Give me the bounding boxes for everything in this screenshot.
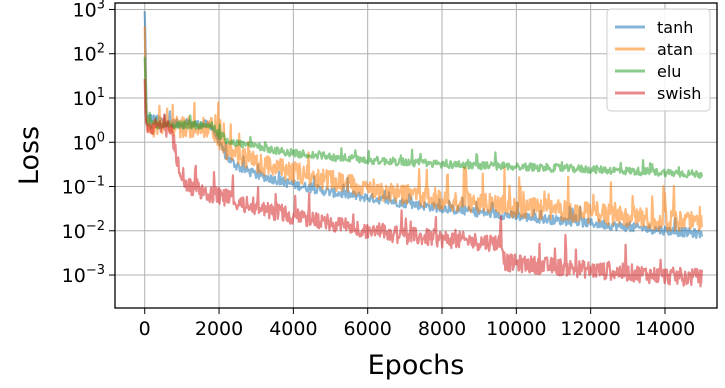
x-tick-label: 10000: [486, 318, 546, 340]
legend-label-atan: atan: [657, 40, 693, 59]
legend-box: [606, 8, 711, 112]
series-line-swish: [143, 78, 703, 288]
y-axis-ticks: 10−3 10−2 10−1 100 101 102 103: [62, 0, 115, 287]
x-tick-label: 4000: [269, 318, 317, 340]
x-tick-label: 0: [139, 318, 151, 340]
x-axis-ticks: 0 2000 4000 6000 8000 10000 12000 14000: [139, 308, 695, 340]
x-tick-label: 6000: [344, 318, 392, 340]
x-axis-label: Epochs: [368, 350, 465, 381]
plot-area: [143, 11, 703, 288]
legend: tanh atan elu swish: [606, 8, 711, 112]
y-tick-label: 102: [73, 42, 105, 66]
series-line-elu: [143, 56, 703, 179]
legend-label-swish: swish: [657, 84, 701, 103]
y-tick-label: 100: [73, 130, 105, 154]
y-tick-label: 10−3: [62, 263, 105, 287]
legend-label-tanh: tanh: [657, 18, 693, 37]
y-axis-label: Loss: [14, 126, 45, 185]
legend-label-elu: elu: [657, 62, 681, 81]
axes-frame: [114, 2, 718, 309]
x-tick-label: 8000: [418, 318, 466, 340]
y-tick-label: 10−1: [62, 175, 105, 199]
x-tick-label: 12000: [560, 318, 620, 340]
x-tick-label: 14000: [635, 318, 695, 340]
x-tick-label: 2000: [195, 318, 243, 340]
y-tick-label: 101: [73, 86, 105, 110]
series-line-atan: [143, 26, 703, 232]
y-tick-label: 10−2: [62, 219, 105, 243]
y-tick-label: 103: [73, 0, 105, 21]
